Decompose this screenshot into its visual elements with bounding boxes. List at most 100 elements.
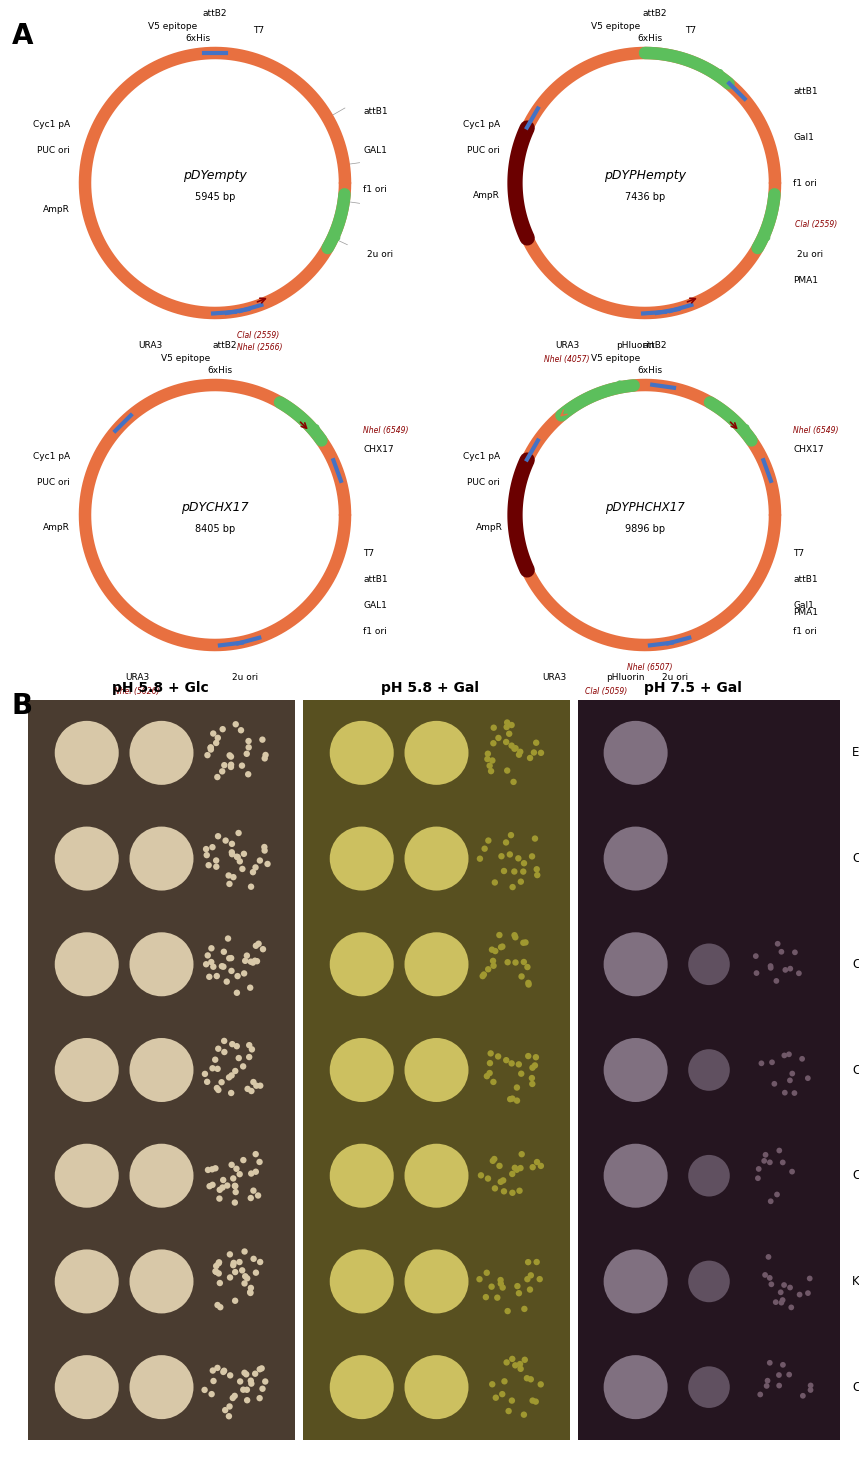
Text: A: A bbox=[12, 22, 34, 50]
Text: URA3: URA3 bbox=[138, 341, 162, 349]
Circle shape bbox=[763, 1152, 769, 1158]
Text: ClaI (2559): ClaI (2559) bbox=[795, 221, 838, 230]
Circle shape bbox=[330, 721, 393, 785]
Circle shape bbox=[242, 1273, 248, 1279]
Circle shape bbox=[529, 1398, 536, 1404]
Circle shape bbox=[521, 940, 527, 946]
Circle shape bbox=[524, 1376, 530, 1382]
Circle shape bbox=[257, 1082, 264, 1089]
Circle shape bbox=[789, 1168, 795, 1174]
Circle shape bbox=[250, 1079, 257, 1085]
Circle shape bbox=[532, 1063, 538, 1069]
Circle shape bbox=[524, 1276, 531, 1282]
Circle shape bbox=[208, 744, 214, 750]
Circle shape bbox=[243, 1371, 249, 1377]
Circle shape bbox=[515, 1284, 521, 1289]
Circle shape bbox=[486, 1070, 493, 1076]
Text: T7: T7 bbox=[363, 550, 375, 558]
Circle shape bbox=[786, 1051, 792, 1057]
Circle shape bbox=[55, 1038, 119, 1102]
Circle shape bbox=[805, 1076, 811, 1080]
Circle shape bbox=[241, 1156, 247, 1164]
Circle shape bbox=[604, 826, 667, 890]
Circle shape bbox=[253, 1269, 259, 1276]
Circle shape bbox=[218, 1079, 225, 1085]
Circle shape bbox=[497, 1162, 503, 1170]
Circle shape bbox=[755, 1175, 761, 1181]
Text: f1 ori: f1 ori bbox=[793, 178, 817, 187]
Circle shape bbox=[232, 1269, 239, 1275]
Circle shape bbox=[247, 1285, 254, 1291]
Circle shape bbox=[484, 1175, 491, 1181]
Circle shape bbox=[241, 1370, 247, 1376]
Circle shape bbox=[130, 1250, 193, 1313]
Text: T7: T7 bbox=[793, 550, 804, 558]
Circle shape bbox=[207, 744, 214, 751]
Circle shape bbox=[774, 1192, 780, 1197]
Circle shape bbox=[221, 1048, 228, 1056]
Circle shape bbox=[533, 740, 539, 746]
Text: attB1: attB1 bbox=[793, 576, 818, 585]
Text: 6xHis: 6xHis bbox=[637, 34, 662, 42]
Circle shape bbox=[520, 868, 527, 874]
Circle shape bbox=[219, 1184, 226, 1190]
Circle shape bbox=[252, 1370, 259, 1377]
Circle shape bbox=[216, 1196, 222, 1202]
Circle shape bbox=[213, 1269, 219, 1275]
Circle shape bbox=[604, 721, 667, 785]
Circle shape bbox=[791, 1091, 797, 1096]
Text: 8405 bp: 8405 bp bbox=[195, 523, 235, 534]
Text: Cyc1 pA: Cyc1 pA bbox=[463, 120, 500, 129]
Circle shape bbox=[246, 1042, 253, 1048]
Circle shape bbox=[490, 725, 497, 731]
Circle shape bbox=[485, 966, 491, 972]
Text: attB2: attB2 bbox=[213, 341, 237, 349]
Circle shape bbox=[781, 1282, 787, 1288]
Text: 2u ori: 2u ori bbox=[662, 673, 688, 681]
Text: PUC ori: PUC ori bbox=[37, 146, 70, 155]
Text: attB1: attB1 bbox=[363, 107, 387, 115]
Circle shape bbox=[761, 1158, 767, 1164]
Circle shape bbox=[511, 931, 518, 939]
Circle shape bbox=[330, 933, 393, 996]
Circle shape bbox=[261, 848, 268, 854]
Circle shape bbox=[506, 731, 513, 737]
Text: 5945 bp: 5945 bp bbox=[195, 192, 235, 202]
Circle shape bbox=[241, 971, 247, 977]
Circle shape bbox=[787, 1285, 793, 1291]
Circle shape bbox=[209, 1390, 215, 1398]
Circle shape bbox=[517, 1361, 523, 1367]
Circle shape bbox=[514, 1167, 520, 1173]
Circle shape bbox=[405, 1143, 468, 1208]
Circle shape bbox=[239, 1268, 246, 1273]
Circle shape bbox=[405, 933, 468, 996]
Circle shape bbox=[222, 1406, 228, 1414]
Circle shape bbox=[213, 740, 219, 746]
Circle shape bbox=[228, 851, 235, 857]
Text: PUC ori: PUC ori bbox=[467, 478, 500, 487]
Text: NheI (6549): NheI (6549) bbox=[793, 425, 838, 436]
Circle shape bbox=[233, 1189, 239, 1196]
Circle shape bbox=[242, 958, 248, 963]
Circle shape bbox=[259, 1386, 265, 1392]
Text: PUC ori: PUC ori bbox=[37, 478, 70, 487]
Circle shape bbox=[767, 1159, 773, 1165]
Circle shape bbox=[255, 940, 262, 947]
Circle shape bbox=[261, 756, 268, 762]
Circle shape bbox=[771, 1080, 777, 1086]
Text: 2u ori: 2u ori bbox=[232, 673, 258, 681]
Circle shape bbox=[786, 1371, 792, 1377]
Circle shape bbox=[485, 838, 491, 844]
Circle shape bbox=[519, 1151, 525, 1158]
Circle shape bbox=[517, 1165, 524, 1171]
Circle shape bbox=[775, 942, 781, 947]
Circle shape bbox=[236, 1171, 243, 1177]
Circle shape bbox=[215, 1066, 221, 1072]
Circle shape bbox=[251, 1256, 257, 1262]
Circle shape bbox=[765, 1377, 771, 1383]
Text: pDYPHCHX17: pDYPHCHX17 bbox=[605, 500, 685, 513]
Circle shape bbox=[531, 750, 537, 756]
Circle shape bbox=[330, 826, 393, 890]
Circle shape bbox=[497, 1178, 504, 1186]
Circle shape bbox=[225, 936, 231, 942]
